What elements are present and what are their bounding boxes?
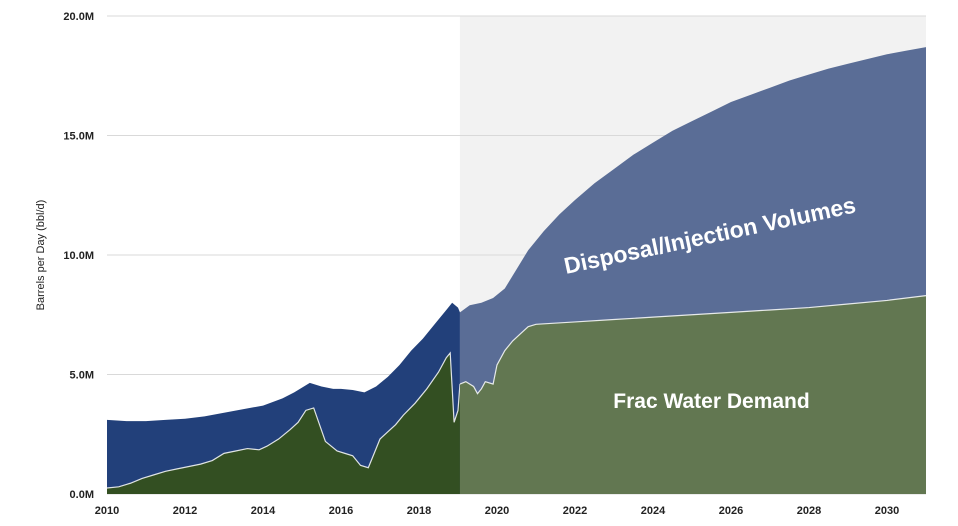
x-tick-label: 2014	[251, 505, 276, 517]
disposal-area-historical	[107, 302, 460, 494]
x-tick-label: 2010	[95, 505, 119, 517]
frac-area-forecast-edge	[459, 295, 927, 395]
frac-area-historical-edge	[106, 351, 461, 489]
y-tick-label: 5.0M	[70, 370, 94, 382]
y-tick-label: 10.0M	[63, 250, 94, 262]
y-tick-label: 0.0M	[70, 489, 94, 501]
y-tick-label: 20.0M	[63, 11, 94, 23]
x-tick-label: 2024	[641, 505, 666, 517]
x-tick-label: 2030	[875, 505, 899, 517]
x-tick-label: 2022	[563, 505, 587, 517]
y-tick-label: 15.0M	[63, 131, 94, 143]
frac-area-historical	[107, 352, 460, 494]
x-tick-label: 2020	[485, 505, 509, 517]
annotation-frac-label: Frac Water Demand	[613, 390, 809, 413]
frac-area-forecast	[459, 295, 926, 494]
x-tick-label: 2028	[797, 505, 821, 517]
x-tick-label: 2012	[173, 505, 197, 517]
y-axis-ticks: 0.0M 5.0M 10.0M 15.0M 20.0M	[63, 11, 94, 501]
y-axis-label: Barrels per Day (bbl/d)	[35, 200, 47, 311]
x-tick-label: 2026	[719, 505, 743, 517]
plot-areas	[106, 47, 927, 494]
x-tick-label: 2018	[407, 505, 431, 517]
x-tick-label: 2016	[329, 505, 353, 517]
x-axis-ticks: 2010 2012 2014 2016 2018 2020 2022 2024 2026 2028…	[95, 505, 899, 517]
